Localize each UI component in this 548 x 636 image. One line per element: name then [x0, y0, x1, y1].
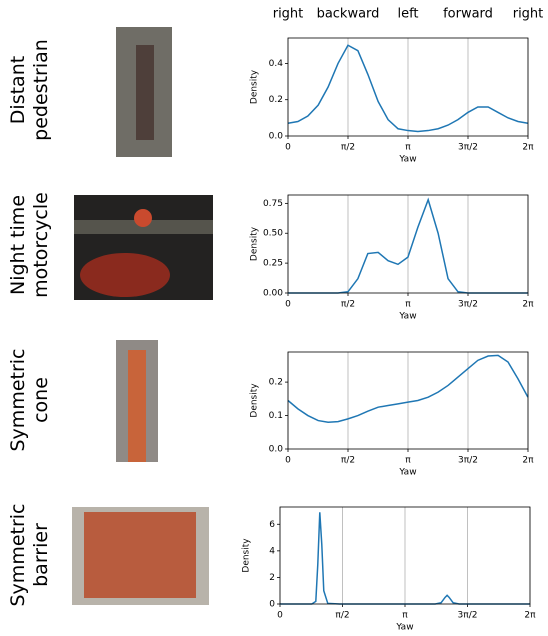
x-tick-label: 2π	[522, 143, 534, 153]
photo-barrier-body	[84, 512, 196, 598]
x-tick-label: π/2	[335, 611, 349, 621]
x-tick-label: 2π	[522, 456, 534, 466]
y-tick-label: 0.4	[269, 59, 284, 69]
direction-label: backward	[317, 7, 380, 22]
x-axis-label: Yaw	[395, 623, 413, 633]
x-tick-label: π/2	[341, 143, 355, 153]
y-tick-label: 2	[269, 573, 275, 583]
y-axis-label: Density	[250, 69, 260, 104]
row-label: Symmetric	[7, 349, 29, 452]
x-axis-label: Yaw	[398, 468, 416, 478]
x-tick-label: 2π	[522, 300, 534, 310]
x-tick-label: π	[405, 143, 411, 153]
y-tick-label: 0.2	[269, 378, 283, 388]
x-axis-label: Yaw	[398, 312, 416, 322]
x-tick-label: 3π/2	[458, 300, 478, 310]
x-tick-label: π	[402, 611, 408, 621]
y-tick-label: 0.0	[269, 445, 284, 455]
x-tick-label: 0	[285, 456, 291, 466]
direction-label: forward	[443, 7, 493, 22]
photo-figure	[136, 45, 154, 140]
row-label: Symmetric	[7, 504, 29, 607]
photos	[72, 27, 213, 605]
x-tick-label: 3π/2	[458, 143, 478, 153]
x-tick-label: 2π	[524, 611, 536, 621]
x-tick-label: 3π/2	[458, 611, 478, 621]
y-tick-label: 0.00	[263, 289, 283, 299]
y-tick-label: 0.0	[269, 132, 284, 142]
x-tick-label: 0	[285, 143, 291, 153]
x-tick-label: 0	[285, 300, 291, 310]
photo-cone-body	[128, 350, 146, 462]
x-tick-label: π/2	[341, 456, 355, 466]
row-label: barrier	[30, 523, 52, 587]
y-tick-label: 0.25	[263, 259, 283, 269]
row-label: Distant	[7, 56, 29, 124]
row-label: cone	[30, 377, 52, 423]
y-tick-label: 0.50	[263, 229, 283, 239]
x-axis-label: Yaw	[398, 155, 416, 165]
x-tick-label: 3π/2	[458, 456, 478, 466]
row-label: Night time	[7, 195, 29, 295]
row-label: pedestrian	[30, 39, 52, 141]
direction-label: right	[513, 7, 544, 22]
x-tick-label: π/2	[341, 300, 355, 310]
direction-label: left	[397, 7, 418, 22]
figure: 0π/2π3π/22π0.00.20.4YawDensityDistantped…	[0, 0, 548, 636]
x-tick-label: π	[405, 456, 411, 466]
x-tick-label: 0	[277, 611, 283, 621]
y-tick-label: 6	[269, 520, 275, 530]
y-axis-label: Density	[250, 226, 260, 261]
photo-helmet	[134, 209, 152, 227]
y-tick-label: 0.2	[269, 95, 283, 105]
y-tick-label: 0.75	[263, 199, 283, 209]
x-tick-label: π	[405, 300, 411, 310]
y-axis-label: Density	[250, 383, 260, 418]
y-axis-label: Density	[242, 538, 252, 573]
y-tick-label: 0.1	[269, 411, 283, 421]
direction-label: right	[273, 7, 304, 22]
y-tick-label: 0	[269, 600, 275, 610]
photo-bike	[80, 253, 170, 297]
row-label: motorcycle	[30, 192, 52, 298]
y-tick-label: 4	[269, 546, 275, 556]
